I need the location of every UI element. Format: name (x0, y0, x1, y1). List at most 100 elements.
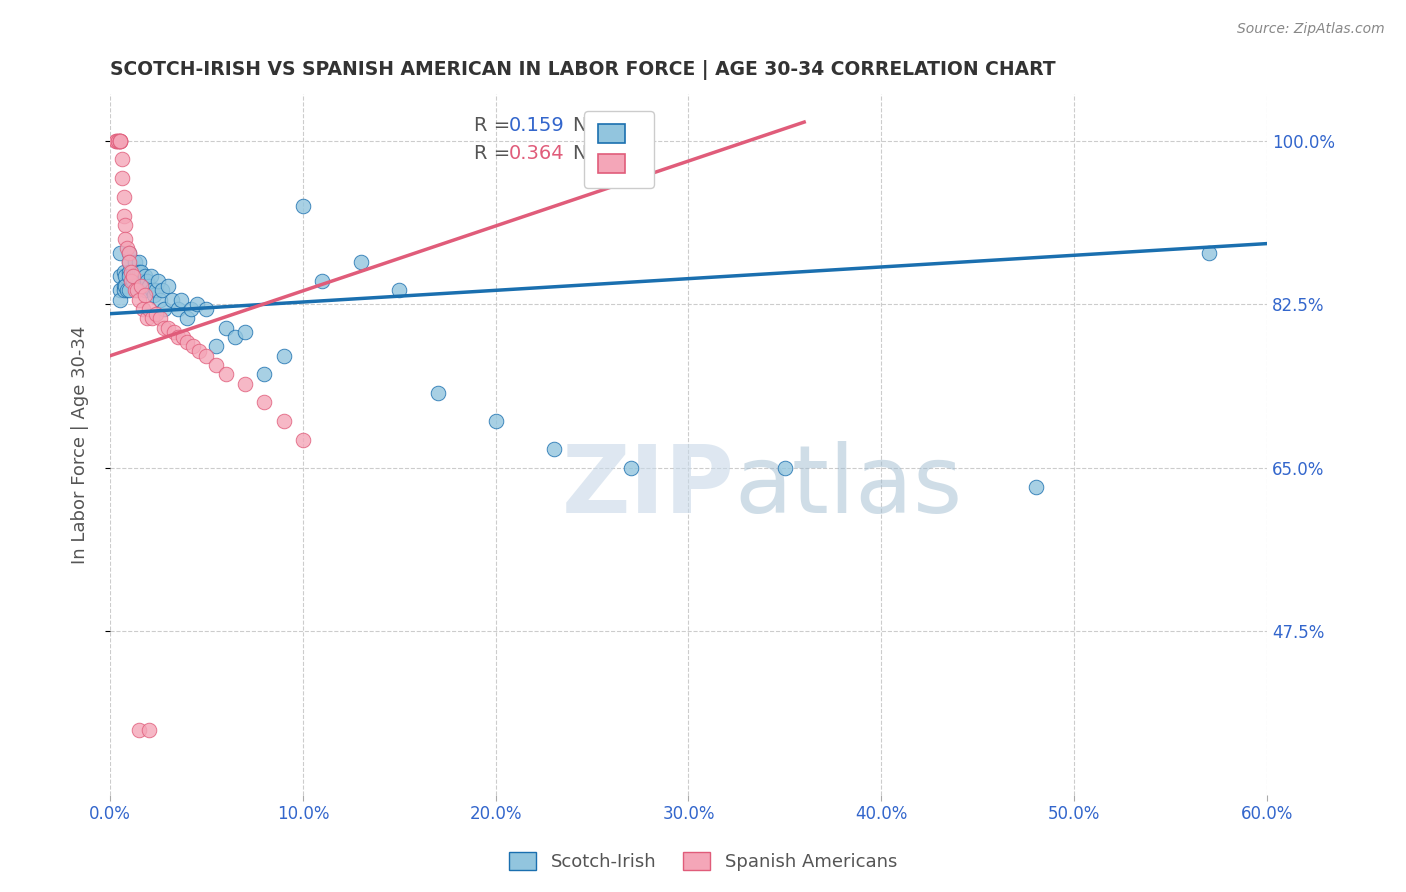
Point (181, 339, 204, 353)
Point (108, 269, 131, 284)
Point (114, 218, 136, 232)
Legend: Scotch-Irish, Spanish Americans: Scotch-Irish, Spanish Americans (502, 846, 904, 879)
Point (1198, 246, 1220, 260)
Point (148, 274, 170, 288)
Point (118, 246, 141, 260)
Point (135, 311, 157, 326)
Point (132, 301, 155, 316)
Point (205, 358, 228, 372)
Point (118, 255, 141, 269)
Text: R =: R = (474, 116, 517, 135)
Point (253, 395, 276, 409)
Point (388, 283, 411, 297)
Point (485, 414, 508, 428)
Point (215, 368, 238, 382)
Point (187, 344, 209, 359)
Point (129, 278, 152, 293)
Point (150, 283, 173, 297)
Point (117, 283, 139, 297)
Point (163, 326, 186, 340)
Text: 0.159: 0.159 (509, 116, 565, 135)
Point (114, 278, 136, 293)
Point (166, 330, 188, 344)
Point (118, 265, 141, 279)
Point (128, 293, 150, 307)
Point (108, 134, 131, 148)
Point (112, 278, 135, 293)
Point (233, 376, 256, 391)
Point (128, 274, 150, 288)
Point (139, 269, 162, 284)
Point (156, 278, 179, 293)
Point (107, 134, 129, 148)
Point (118, 246, 141, 260)
Point (108, 134, 131, 148)
Point (108, 283, 131, 297)
Point (620, 461, 643, 475)
Point (176, 311, 198, 326)
Point (132, 274, 155, 288)
Point (122, 274, 145, 288)
Point (104, 134, 127, 148)
Point (311, 274, 333, 288)
Point (224, 330, 246, 344)
Text: 63: 63 (607, 116, 633, 135)
Point (108, 134, 131, 148)
Point (114, 232, 136, 246)
Point (145, 283, 167, 297)
Point (138, 278, 160, 293)
Point (253, 368, 276, 382)
Point (118, 269, 141, 284)
Point (134, 269, 156, 284)
Point (122, 265, 145, 279)
Point (117, 241, 139, 255)
Point (108, 293, 131, 307)
Y-axis label: In Labor Force | Age 30-34: In Labor Force | Age 30-34 (72, 326, 89, 564)
Text: atlas: atlas (735, 441, 963, 533)
Point (129, 265, 152, 279)
Point (107, 134, 129, 148)
Text: 0.364: 0.364 (509, 145, 565, 163)
Point (172, 330, 194, 344)
Point (215, 320, 238, 334)
Point (426, 386, 449, 401)
Point (543, 442, 565, 457)
Point (195, 349, 218, 363)
Point (291, 433, 314, 447)
Point (233, 326, 256, 340)
Point (118, 255, 141, 269)
Text: ZIP: ZIP (562, 441, 735, 533)
Point (153, 301, 176, 316)
Point (124, 269, 146, 284)
Point (134, 288, 156, 302)
Point (205, 339, 228, 353)
Point (120, 265, 142, 279)
Point (176, 334, 198, 349)
Point (124, 255, 146, 269)
Text: Source: ZipAtlas.com: Source: ZipAtlas.com (1237, 22, 1385, 37)
Point (128, 265, 150, 279)
Point (108, 134, 131, 148)
Text: N =: N = (572, 145, 616, 163)
Point (143, 288, 166, 302)
Point (125, 283, 148, 297)
Point (195, 301, 218, 316)
Point (111, 171, 134, 186)
Point (141, 283, 163, 297)
Point (128, 255, 150, 269)
Point (104, 134, 127, 148)
Point (1025, 480, 1047, 494)
Point (156, 320, 179, 334)
Point (128, 723, 150, 737)
Point (153, 320, 176, 334)
Point (108, 246, 131, 260)
Point (773, 461, 796, 475)
Point (129, 278, 152, 293)
Point (114, 269, 136, 284)
Point (149, 311, 172, 326)
Text: SCOTCH-IRISH VS SPANISH AMERICAN IN LABOR FORCE | AGE 30-34 CORRELATION CHART: SCOTCH-IRISH VS SPANISH AMERICAN IN LABO… (110, 60, 1056, 79)
Point (273, 414, 295, 428)
Point (138, 301, 160, 316)
Point (170, 293, 193, 307)
Point (124, 283, 146, 297)
